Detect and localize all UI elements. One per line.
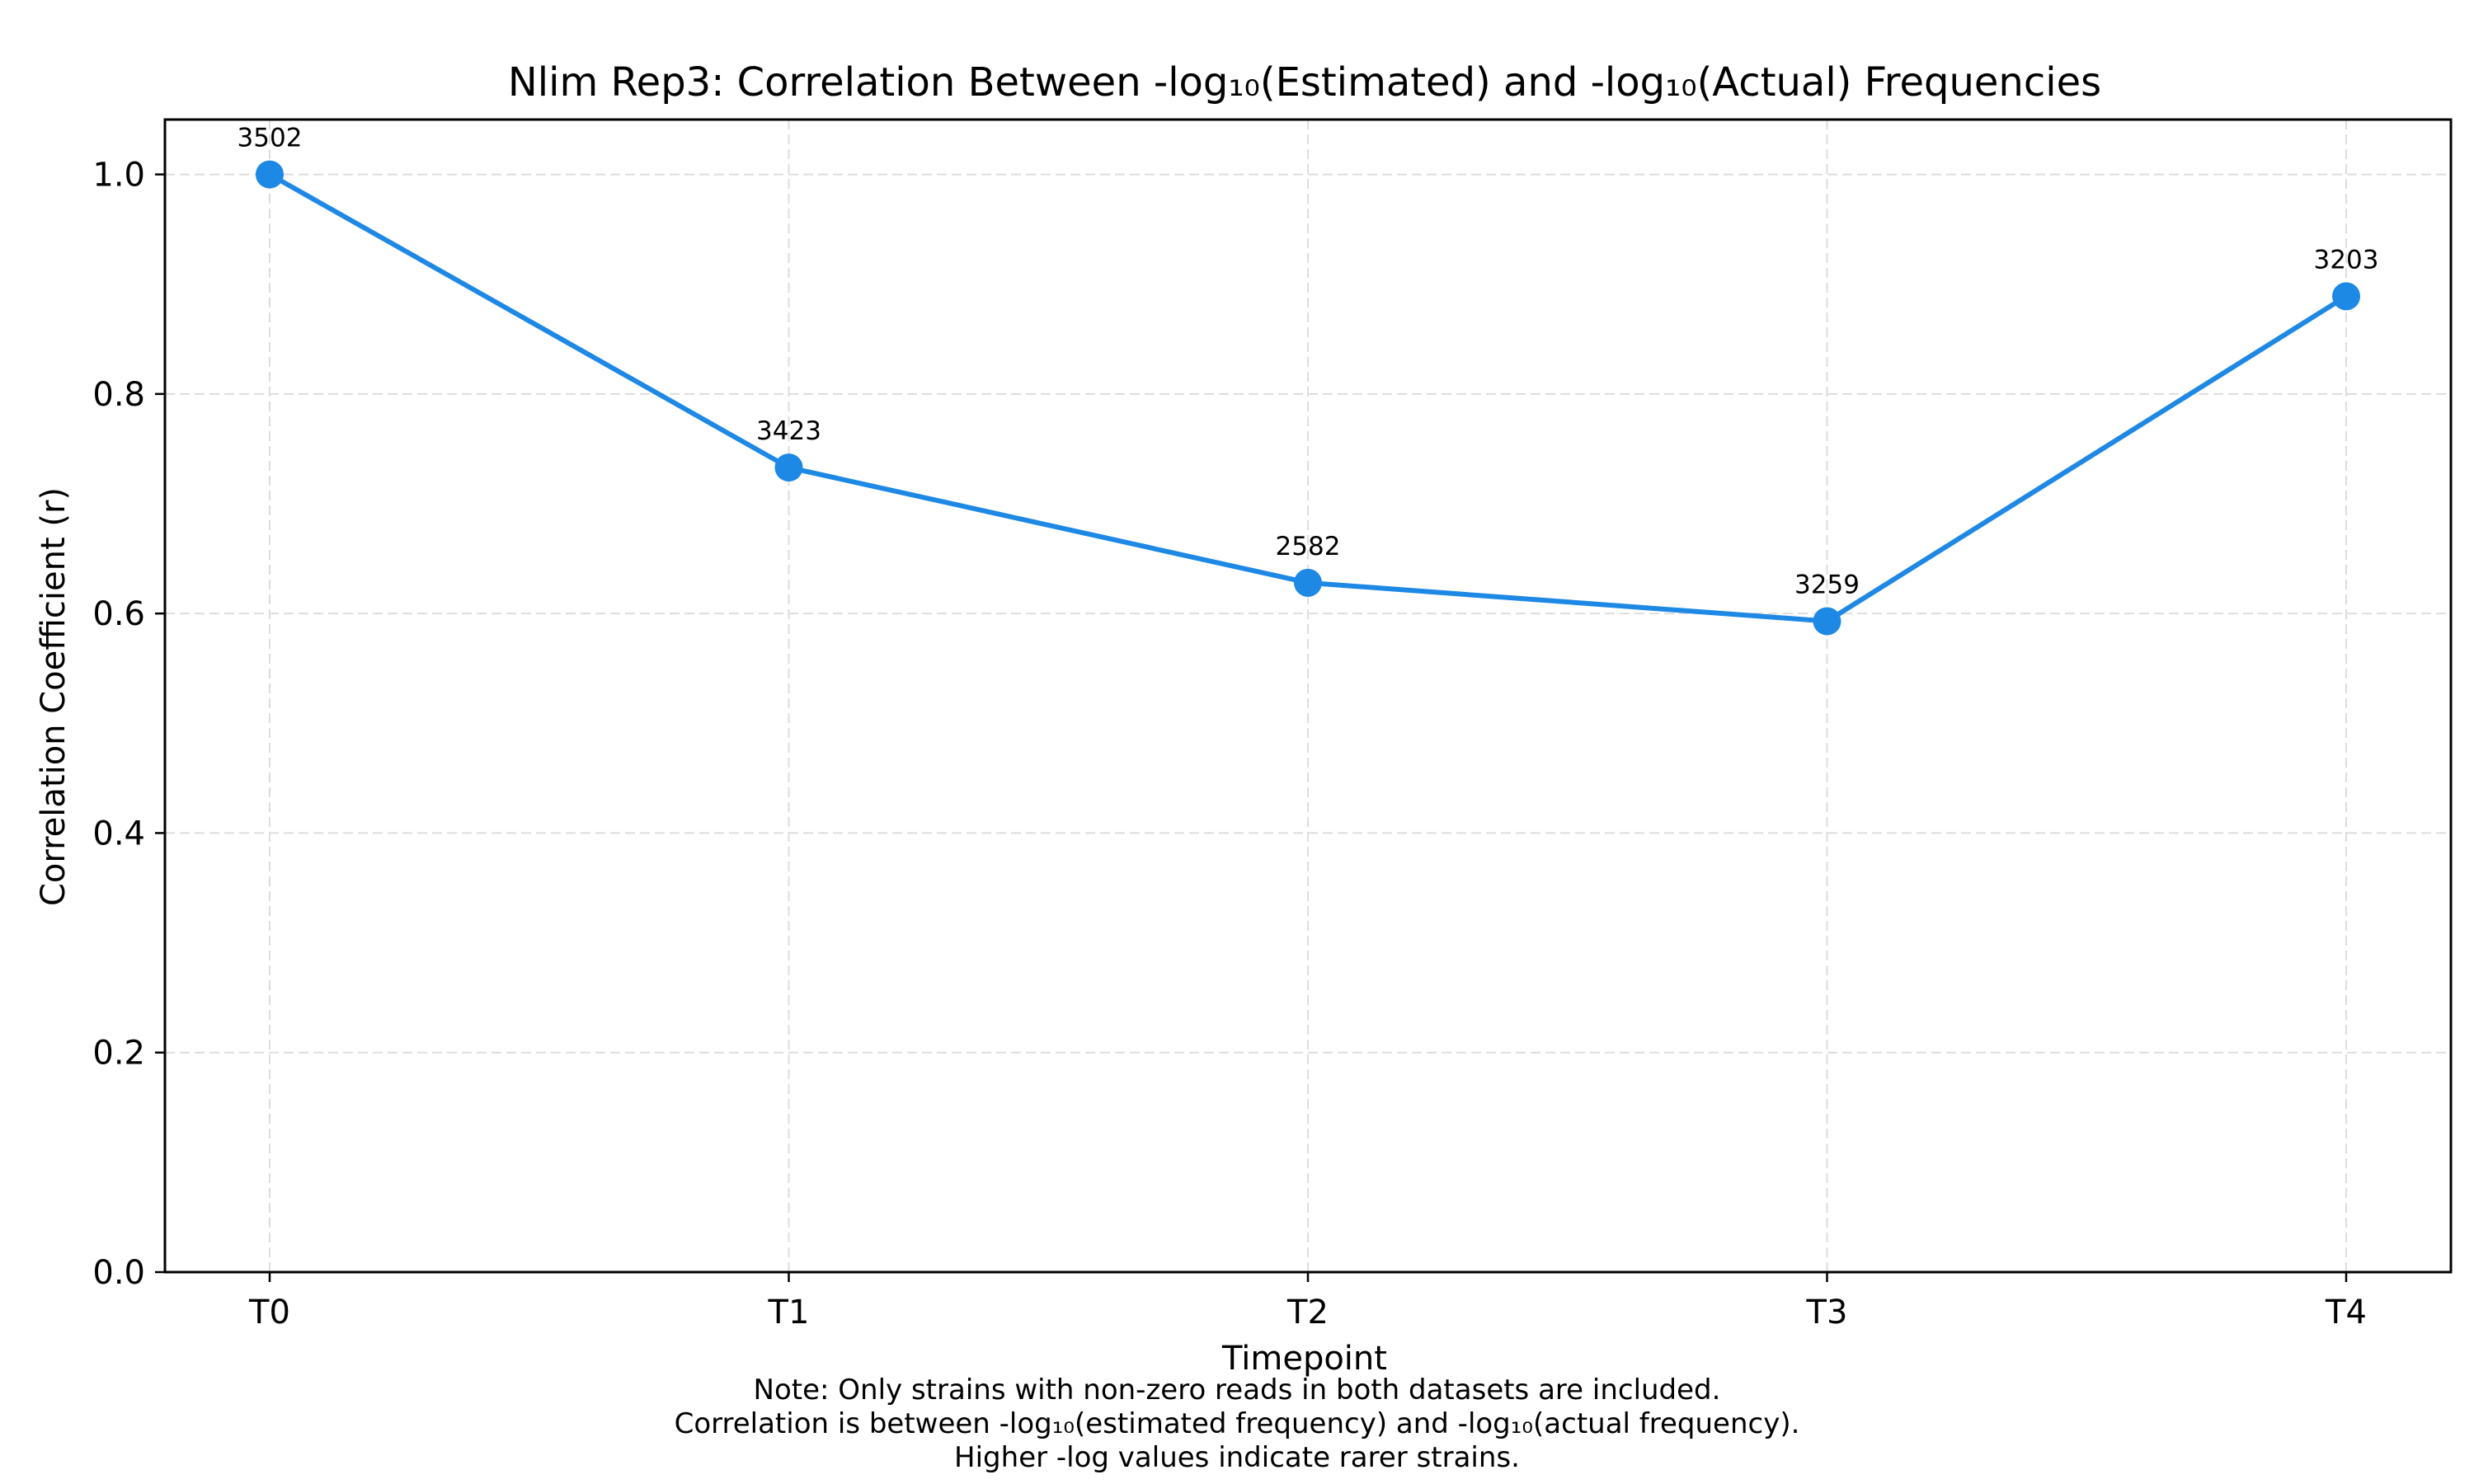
data-point — [2332, 282, 2360, 311]
data-point-label: 3203 — [2314, 245, 2379, 275]
data-point-label: 3502 — [238, 124, 303, 153]
data-point-label: 2582 — [1276, 532, 1341, 561]
x-axis-label: Timepoint — [1221, 1340, 1387, 1378]
x-tick-label: T2 — [1286, 1294, 1329, 1331]
data-point — [1813, 607, 1841, 636]
footnote-line-3: Higher -log values indicate rarer strain… — [954, 1441, 1520, 1474]
chart-title: Nlim Rep3: Correlation Between -log₁₀(Es… — [508, 59, 2101, 106]
grid-lines — [165, 120, 2451, 1273]
y-tick-label: 0.0 — [92, 1254, 145, 1292]
data-labels: 3502 3423 2582 3259 3203 — [238, 124, 2379, 600]
axes — [155, 118, 2453, 1282]
footnote-line-1: Note: Only strains with non-zero reads i… — [753, 1374, 1721, 1407]
y-tick-label: 0.6 — [92, 595, 145, 633]
y-axis-label: Correlation Coefficient (r) — [35, 487, 73, 906]
x-tick-label: T4 — [2325, 1294, 2367, 1331]
y-tick-label: 0.4 — [92, 815, 145, 852]
x-tick-label: T3 — [1806, 1294, 1848, 1331]
y-tick-label: 1.0 — [92, 157, 145, 195]
tick-labels: 0.0 0.2 0.4 0.6 0.8 1.0 T0 T1 T2 T3 T4 — [92, 157, 2367, 1331]
y-tick-label: 0.8 — [92, 376, 145, 414]
y-tick-label: 0.2 — [92, 1035, 145, 1073]
data-point-label: 3259 — [1794, 570, 1860, 599]
data-point-label: 3423 — [756, 416, 821, 446]
footnote: Note: Only strains with non-zero reads i… — [0, 1374, 2474, 1475]
data-point — [774, 453, 803, 482]
data-series — [256, 160, 2360, 636]
data-point — [256, 160, 284, 189]
x-tick-label: T0 — [248, 1294, 290, 1331]
data-point — [1294, 568, 1322, 597]
x-tick-label: T1 — [768, 1294, 810, 1331]
footnote-line-2: Correlation is between -log₁₀(estimated … — [674, 1407, 1800, 1440]
